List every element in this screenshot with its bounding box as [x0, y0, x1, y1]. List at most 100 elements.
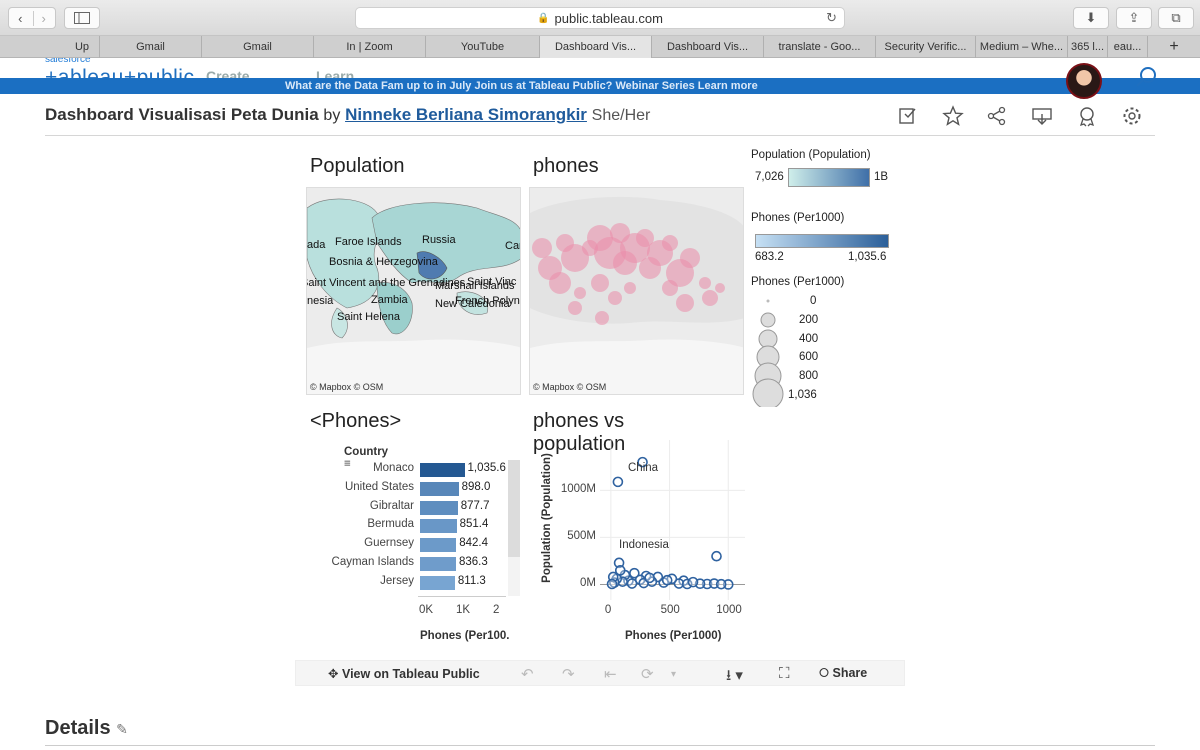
scatter-point[interactable] [613, 557, 625, 569]
revert-icon[interactable]: ⇤ [604, 666, 617, 683]
scatter-plot[interactable] [600, 440, 745, 600]
scatter-point[interactable] [626, 578, 638, 589]
sort-icon[interactable]: ≡ [344, 458, 351, 470]
bar[interactable] [420, 519, 457, 534]
phones-bubble[interactable] [624, 282, 636, 294]
bar-value-label: 877.7 [460, 499, 490, 512]
search-icon[interactable] [1134, 66, 1158, 90]
map-attribution[interactable]: © Mapbox © OSM [310, 382, 384, 392]
download-dropdown-icon[interactable]: ⭳ ▾ [726, 667, 743, 684]
legend-population-title: Population (Population) [751, 149, 871, 161]
url-bar[interactable]: 🔒 public.tableau.com ↻ [355, 7, 845, 29]
phones-bubble[interactable] [595, 311, 609, 325]
download-viz-icon[interactable] [1031, 105, 1053, 127]
tab-11[interactable]: eau... [1108, 36, 1148, 58]
bar-scrollbar-thumb[interactable] [508, 460, 520, 557]
tab-7[interactable]: translate - Goo... [764, 36, 876, 58]
scatter-point[interactable] [711, 550, 722, 562]
scatter-point[interactable] [644, 572, 655, 584]
author-link[interactable]: Ninneke Berliana Simorangkir [345, 105, 587, 124]
scatter-x-tick: 1000 [716, 604, 742, 616]
bar[interactable] [420, 557, 456, 571]
bar[interactable] [420, 538, 457, 553]
tab-3[interactable]: In | Zoom [314, 36, 426, 58]
share-network-icon[interactable] [986, 105, 1008, 127]
fullscreen-icon[interactable]: ⛶ [779, 665, 790, 682]
view-on-tableau-button[interactable]: ✥ View on Tableau Public [328, 667, 480, 681]
downloads-button[interactable]: ⬇ [1073, 7, 1109, 29]
scatter-x-tick: 0 [604, 604, 612, 616]
legend-population-gradient[interactable] [788, 168, 870, 187]
phones-bubble[interactable] [662, 280, 678, 296]
undo-icon[interactable]: ↶ [521, 666, 534, 683]
bar[interactable] [420, 575, 455, 590]
tab-2[interactable]: Gmail [202, 36, 314, 58]
pencil-icon[interactable]: ✎ [116, 721, 128, 737]
tab-1[interactable]: Gmail [100, 36, 202, 58]
share-network-icon-small: ⭘ [819, 666, 830, 680]
back-forward-buttons[interactable]: ‹ › [8, 7, 56, 29]
favorite-star-icon[interactable] [942, 105, 964, 127]
gear-icon[interactable] [1121, 105, 1143, 127]
phones-bubble[interactable] [702, 290, 718, 306]
sidebar-toggle-button[interactable] [64, 7, 100, 29]
refresh-dropdown-icon[interactable]: ▾ [671, 669, 677, 680]
tab-0[interactable]: Up [0, 36, 100, 58]
phones-bubble[interactable] [591, 274, 609, 292]
map-label-french-polynesia: French Polynesia [455, 295, 520, 307]
phones-bubble[interactable] [636, 229, 654, 247]
new-tab-button[interactable]: + [1148, 36, 1200, 58]
redo-icon[interactable]: ↷ [562, 666, 575, 683]
phones-bubble[interactable] [574, 287, 586, 299]
tab-5[interactable]: Dashboard Vis... [540, 36, 652, 58]
scatter-y-tick: 0M [580, 577, 596, 590]
population-map[interactable]: ada Faroe Islands Russia Car Bosnia & He… [306, 187, 521, 395]
bar[interactable] [420, 463, 465, 477]
phones-bubble[interactable] [699, 277, 711, 289]
scatter-point[interactable] [606, 578, 618, 590]
bar-scrollbar[interactable] [508, 460, 520, 596]
phones-bubble[interactable] [608, 291, 622, 305]
bar-country-header[interactable]: Country ≡ [344, 446, 389, 470]
phones-bubble[interactable] [532, 238, 552, 258]
edit-viz-icon[interactable] [897, 105, 919, 127]
chevron-right-icon[interactable]: › [41, 10, 46, 26]
phones-bubble[interactable] [715, 283, 725, 293]
tab-9[interactable]: Medium – Whe... [976, 36, 1068, 58]
phones-bubble[interactable] [676, 294, 694, 312]
plus-icon: + [1169, 38, 1179, 55]
share-browser-button[interactable]: ⇪ [1116, 7, 1152, 29]
tabs-overview-button[interactable]: ⧉ [1158, 7, 1194, 29]
share-button[interactable]: ⭘ Share [819, 666, 868, 680]
tab-8[interactable]: Security Verific... [876, 36, 976, 58]
tab-6[interactable]: Dashboard Vis... [652, 36, 764, 58]
scatter-point[interactable] [661, 574, 673, 586]
scatter-point[interactable] [681, 578, 693, 590]
bar[interactable] [420, 500, 458, 515]
refresh-icon[interactable]: ⟳ [641, 666, 654, 683]
map-attribution-phones[interactable]: © Mapbox © OSM [533, 382, 607, 392]
phones-bubble[interactable] [561, 244, 589, 272]
phones-bubble[interactable] [680, 248, 700, 268]
page-title: Dashboard Visualisasi Peta Dunia by Ninn… [45, 105, 651, 124]
phones-bubble[interactable] [662, 235, 678, 251]
scatter-point[interactable] [715, 578, 727, 590]
chevron-left-icon[interactable]: ‹ [18, 10, 34, 26]
reload-icon[interactable]: ↻ [826, 10, 837, 25]
phones-bubble[interactable] [568, 301, 582, 315]
scatter-point[interactable] [614, 565, 626, 576]
scatter-point[interactable] [612, 476, 624, 488]
scatter-point[interactable] [637, 456, 648, 468]
bar[interactable] [420, 481, 459, 496]
announcement-banner[interactable]: What are the Data Fam up to in July Join… [0, 78, 1200, 94]
phones-map[interactable]: © Mapbox © OSM [529, 187, 744, 395]
scatter-point[interactable] [687, 576, 699, 588]
tab-10[interactable]: 365 l... [1068, 36, 1108, 58]
tab-4[interactable]: YouTube [426, 36, 540, 58]
badge-award-icon[interactable] [1076, 105, 1098, 127]
avatar[interactable] [1066, 63, 1102, 99]
scatter-y-axis-title: Population (Population) [541, 453, 553, 583]
legend-phones-gradient[interactable] [755, 234, 889, 248]
map-label-russia: Russia [422, 234, 456, 246]
phones-bubble[interactable] [549, 272, 571, 294]
